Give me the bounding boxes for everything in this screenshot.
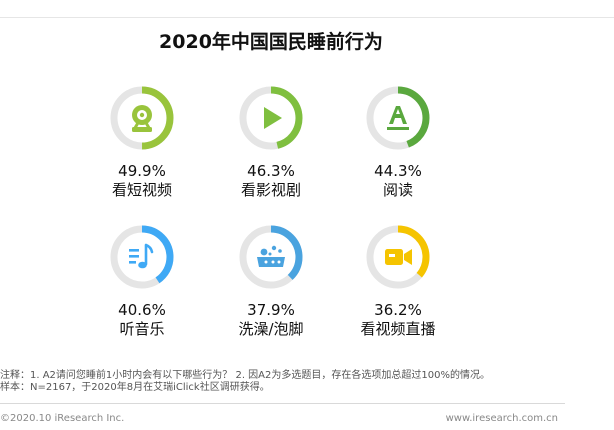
behavior-item: 36.2% 看视频直播 xyxy=(338,221,458,339)
video-camera-icon xyxy=(385,249,412,265)
behavior-item: 46.3% 看影视剧 xyxy=(211,82,331,200)
webcam-icon xyxy=(132,105,152,132)
category-label: 洗澡/泡脚 xyxy=(238,320,304,338)
donut-chart xyxy=(239,86,303,150)
category-label: 看视频直播 xyxy=(360,320,436,338)
top-divider xyxy=(0,17,614,18)
value-label: 37.9% xyxy=(247,301,295,319)
donut-chart xyxy=(110,225,174,289)
website-url: www.iresearch.com.cn xyxy=(445,413,558,424)
music-list-icon xyxy=(129,243,154,269)
bottom-divider xyxy=(0,403,565,404)
behavior-grid: 49.9% 看短视频 46.3% 看影视剧 44.3% 阅读 40.6% 听音乐 37.9% 洗澡… xyxy=(82,82,458,339)
behavior-item: 40.6% 听音乐 xyxy=(82,221,202,339)
chart-title: 2020年中国国民睡前行为 xyxy=(159,31,383,53)
category-label: 阅读 xyxy=(382,181,413,199)
copyright: ©2020.10 iResearch Inc. xyxy=(0,413,125,424)
behavior-item: 44.3% 阅读 xyxy=(338,82,458,200)
behavior-item: 37.9% 洗澡/泡脚 xyxy=(211,221,331,339)
value-label: 49.9% xyxy=(118,162,166,180)
donut-arc xyxy=(110,225,174,289)
category-label: 看影视剧 xyxy=(240,181,301,199)
donut-arc xyxy=(366,225,430,289)
bath-icon xyxy=(257,245,285,267)
notes-line-2: 样本：N=2167，于2020年8月在艾瑞iClick社区调研获得。 xyxy=(0,382,270,393)
donut-arc xyxy=(239,225,303,289)
donut-chart xyxy=(366,225,430,289)
behavior-item: 49.9% 看短视频 xyxy=(82,82,202,200)
text-a-icon xyxy=(387,106,409,130)
value-label: 46.3% xyxy=(247,162,295,180)
value-label: 40.6% xyxy=(118,301,166,319)
notes-line-1: 注释：1. A2请问您睡前1小时内会有以下哪些行为？ 2. 因A2为多选题目，存… xyxy=(0,370,490,381)
donut-chart xyxy=(110,86,174,150)
category-label: 听音乐 xyxy=(119,320,165,338)
value-label: 36.2% xyxy=(374,301,422,319)
value-label: 44.3% xyxy=(374,162,422,180)
donut-arc xyxy=(366,86,430,150)
notes: 注释：1. A2请问您睡前1小时内会有以下哪些行为？ 2. 因A2为多选题目，存… xyxy=(0,370,614,394)
donut-arc xyxy=(239,86,303,150)
donut-arc xyxy=(110,86,174,150)
play-icon xyxy=(264,107,282,129)
donut-chart xyxy=(239,225,303,289)
category-label: 看短视频 xyxy=(111,181,172,199)
donut-chart xyxy=(366,86,430,150)
